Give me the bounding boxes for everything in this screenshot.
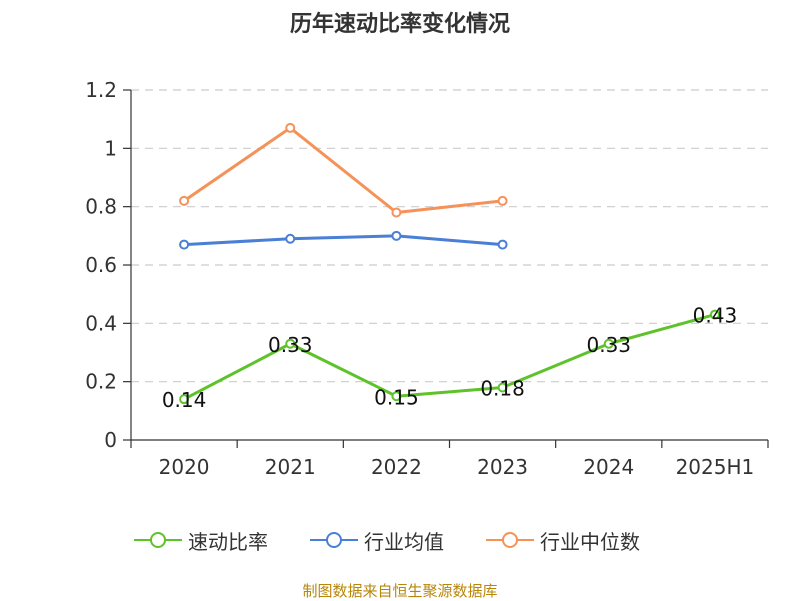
- chart-title: 历年速动比率变化情况: [289, 12, 510, 37]
- legend-marker: [502, 532, 518, 548]
- legend-symbol: [134, 530, 182, 550]
- series-line: [184, 234, 503, 247]
- data-point: [603, 338, 614, 349]
- data-label: 0.18: [480, 377, 525, 401]
- legend-item[interactable]: 行业均值: [310, 520, 444, 560]
- y-tick-label: 0: [104, 428, 117, 452]
- x-tick-label: 2022: [371, 455, 422, 479]
- legend-label: 行业均值: [364, 529, 444, 554]
- y-tick-label: 0.8: [85, 195, 117, 219]
- data-point: [497, 195, 508, 206]
- x-tick-label: 2023: [477, 455, 528, 479]
- y-tick-label: 0.4: [85, 311, 117, 335]
- x-tick-label: 2020: [159, 455, 210, 479]
- x-tick-label: 2024: [583, 455, 634, 479]
- legend-symbol: [310, 530, 358, 550]
- data-label: 0.14: [162, 388, 207, 412]
- legend-label: 速动比率: [188, 529, 268, 554]
- source-note: 制图数据来自恒生聚源数据库: [302, 582, 498, 600]
- data-point: [285, 233, 296, 244]
- data-label: 0.33: [268, 333, 313, 357]
- data-label: 0.33: [586, 333, 631, 357]
- data-point: [391, 391, 402, 402]
- data-point: [285, 338, 296, 349]
- legend: 速动比率 行业均值 行业中位数: [0, 520, 800, 560]
- legend-item[interactable]: 速动比率: [134, 520, 268, 560]
- data-point: [391, 207, 402, 218]
- data-point: [179, 239, 190, 250]
- series-line: [183, 313, 716, 401]
- legend-symbol: [486, 530, 534, 550]
- y-tick-label: 1: [104, 136, 117, 160]
- data-label: 0.43: [693, 304, 738, 328]
- series-line: [183, 126, 503, 214]
- data-point: [497, 239, 508, 250]
- y-tick-label: 1.2: [85, 78, 117, 102]
- data-point: [179, 195, 190, 206]
- data-point: [497, 382, 508, 393]
- data-point: [179, 394, 190, 405]
- legend-marker: [326, 532, 342, 548]
- legend-item[interactable]: 行业中位数: [486, 520, 640, 560]
- x-tick-label: 2025H1: [676, 455, 755, 479]
- legend-marker: [150, 532, 166, 548]
- y-tick-label: 0.2: [85, 370, 117, 394]
- x-tick-label: 2021: [265, 455, 316, 479]
- data-point: [391, 230, 402, 241]
- y-tick-label: 0.6: [85, 253, 117, 277]
- legend-label: 行业中位数: [540, 529, 640, 554]
- data-point: [709, 309, 720, 320]
- data-point: [285, 122, 296, 133]
- data-label: 0.15: [374, 385, 419, 409]
